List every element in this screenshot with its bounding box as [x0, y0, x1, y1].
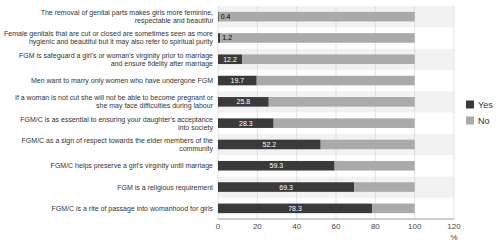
- data-label: 25.8: [237, 98, 251, 105]
- data-label: 0.4: [221, 13, 231, 20]
- category-label: FGM/C is a rite of passage into womanhoo…: [52, 205, 214, 213]
- bar-segment: [218, 97, 269, 107]
- bar-segment: [218, 33, 220, 43]
- bar-segment: [354, 182, 414, 192]
- legend-swatch: [466, 101, 474, 109]
- bar-segment: [219, 12, 415, 22]
- data-label: 69.3: [279, 184, 293, 191]
- bar-segment: [257, 76, 415, 86]
- bar-segment: [274, 118, 415, 128]
- bars: [218, 12, 415, 213]
- grid-line: [454, 6, 455, 219]
- bar-segment: [321, 140, 415, 150]
- category-label: If a woman is not cut she will not be ab…: [15, 94, 214, 110]
- category-label: FGM/C helps preserve a girl's virginity …: [51, 162, 213, 170]
- category-label: The removal of genital parts makes girls…: [41, 9, 214, 25]
- data-label: 28.3: [239, 120, 253, 127]
- x-tick-label: 0: [216, 222, 221, 231]
- category-label: FGM/C is as essential to ensuring your d…: [20, 116, 213, 132]
- bar-segment: [218, 182, 354, 192]
- x-tick-label: 80: [371, 222, 380, 231]
- category-label: FGM/C as a sign of respect towards the e…: [22, 137, 214, 153]
- data-label: 78.3: [288, 205, 302, 212]
- data-label: 12.2: [223, 56, 237, 63]
- data-label: 52.2: [263, 141, 277, 148]
- category-label: Men want to marry only women who have un…: [31, 77, 213, 85]
- category-label: FGM is a religious requirement: [117, 184, 213, 192]
- bar-segment: [372, 204, 415, 214]
- legend: Yes No: [466, 100, 493, 126]
- x-tick-label: 60: [332, 222, 341, 231]
- category-label: Female genitals that are cut or closed a…: [4, 30, 213, 46]
- bar-segment: [218, 204, 372, 214]
- bar-segment: [269, 97, 415, 107]
- bar-segment: [242, 54, 415, 64]
- x-tick-label: 100: [408, 222, 422, 231]
- category-label: FGM is safeguard a girl's or woman's vir…: [19, 52, 213, 68]
- bar-segment: [335, 161, 415, 171]
- legend-label: No: [478, 116, 490, 126]
- data-labels: 78.3 69.3 59.3 52.2 28.3 25.8 19.7 12.2 1.2 0.4: [221, 13, 302, 212]
- legend-label: Yes: [478, 100, 493, 110]
- data-label: 1.2: [222, 34, 232, 41]
- bar-segment: [218, 76, 257, 86]
- bar-segment: [220, 33, 414, 43]
- bar-segment: [218, 54, 242, 64]
- bar-segment: [218, 140, 321, 150]
- grid: [218, 6, 454, 219]
- x-tick-label: 120: [447, 222, 461, 231]
- data-label: 19.7: [231, 77, 245, 84]
- x-axis-ticks: 0 20 40 60 80 100 120: [216, 222, 461, 231]
- chart: FGM/C is a rite of passage into womanhoo…: [0, 0, 500, 245]
- x-axis-line: [218, 219, 454, 220]
- legend-swatch: [466, 117, 474, 125]
- x-axis-label: %: [450, 233, 457, 242]
- row-backgrounds: [218, 6, 454, 219]
- bar-segment: [218, 161, 335, 171]
- y-axis-labels: FGM/C is a rite of passage into womanhoo…: [4, 9, 214, 213]
- bar-segment: [218, 118, 274, 128]
- data-label: 59.3: [269, 162, 283, 169]
- x-tick-label: 40: [292, 222, 301, 231]
- x-tick-label: 20: [253, 222, 262, 231]
